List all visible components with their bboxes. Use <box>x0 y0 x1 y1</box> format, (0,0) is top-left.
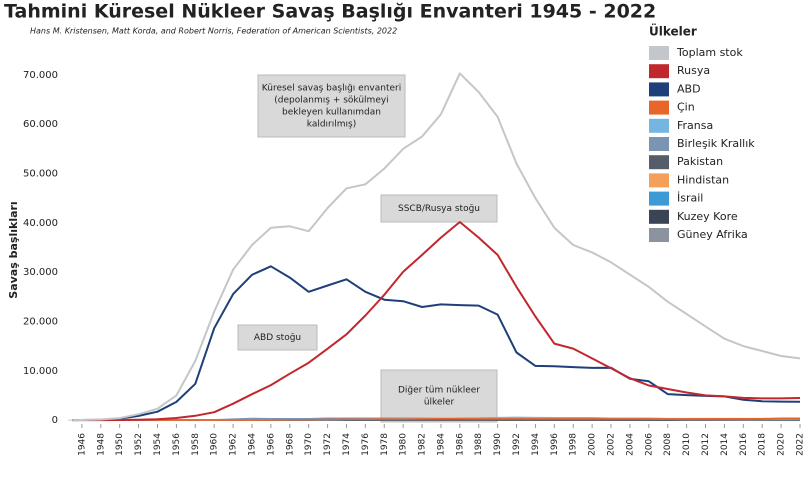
legend-label: İsrail <box>677 192 703 205</box>
x-tick-label: 1988 <box>474 433 484 456</box>
y-tick-label: 10.000 <box>23 366 58 377</box>
y-tick-label: 50.000 <box>23 168 58 179</box>
x-tick-label: 2002 <box>607 433 617 456</box>
y-tick-label: 20.000 <box>23 316 58 327</box>
series-line <box>72 265 801 422</box>
y-tick-label: 70.000 <box>23 70 58 81</box>
x-tick-label: 2016 <box>739 433 749 456</box>
x-tick-label: 1962 <box>229 433 239 456</box>
x-tick-label: 1978 <box>380 433 390 456</box>
annotation: SSCB/Rusya stoğu <box>398 204 480 214</box>
x-tick-label: 2008 <box>663 433 673 456</box>
legend-label: Güney Afrika <box>677 228 748 241</box>
x-tick-label: 2012 <box>701 433 711 456</box>
legend-label: Çin <box>677 101 695 114</box>
x-tick-label: 2018 <box>758 433 768 456</box>
y-tick-label: 60.000 <box>23 119 58 130</box>
legend-label: Fransa <box>677 119 713 132</box>
x-tick-label: 1982 <box>418 433 428 456</box>
x-tick-label: 1958 <box>191 433 201 456</box>
legend-label: Kuzey Kore <box>677 210 738 223</box>
x-tick-label: 1950 <box>115 433 125 456</box>
annotation: bekleyen kullanımdan <box>282 108 381 118</box>
x-tick-label: 1948 <box>96 433 106 456</box>
legend-label: Toplam stok <box>676 46 743 59</box>
legend-label: Pakistan <box>677 155 723 168</box>
legend-label: Hindistan <box>677 173 729 186</box>
x-tick-label: 1994 <box>531 433 541 456</box>
x-tick-label: 1996 <box>550 433 560 456</box>
legend-label: Rusya <box>677 64 710 77</box>
legend-swatch <box>649 209 669 224</box>
x-tick-label: 1990 <box>493 433 503 456</box>
annotation: Küresel savaş başlığı envanteri <box>262 84 401 94</box>
x-tick-label: 1954 <box>153 433 163 456</box>
annotation-box <box>237 324 318 351</box>
legend-label: Birleşik Krallık <box>677 137 755 150</box>
legend-title: Ülkeler <box>649 24 697 39</box>
x-tick-label: 2022 <box>796 433 804 456</box>
x-tick-label: 1952 <box>134 433 144 456</box>
x-tick-label: 2000 <box>588 433 598 456</box>
legend-swatch <box>649 228 669 242</box>
chart-subtitle: Hans M. Kristensen, Matt Korda, and Robe… <box>30 27 397 36</box>
x-tick-label: 2014 <box>720 433 730 456</box>
y-axis-label: Savaş başlıkları <box>7 201 20 298</box>
x-tick-label: 1986 <box>455 433 465 456</box>
annotation: ülkeler <box>424 398 455 408</box>
annotation: kaldırılmış) <box>307 120 356 130</box>
legend-swatch <box>649 64 669 79</box>
x-tick-label: 1970 <box>304 433 314 456</box>
x-tick-label: 1980 <box>399 433 409 456</box>
legend-label: ABD <box>677 82 701 95</box>
annotation-box <box>257 74 406 138</box>
legend-swatch <box>649 173 669 188</box>
x-tick-label: 1960 <box>210 433 220 456</box>
y-tick-label: 40.000 <box>23 218 58 229</box>
legend-swatch <box>649 137 669 151</box>
x-tick-label: 1976 <box>361 433 371 456</box>
x-tick-label: 2020 <box>777 433 787 456</box>
legend-swatch <box>649 82 669 97</box>
x-tick-label: 1956 <box>172 433 182 456</box>
x-tick-label: 1968 <box>285 433 295 456</box>
x-tick-label: 2004 <box>625 433 635 456</box>
x-tick-label: 1964 <box>247 433 257 456</box>
x-tick-label: 2010 <box>682 433 692 456</box>
annotation: Diğer tüm nükleer <box>398 386 480 396</box>
x-tick-label: 1972 <box>323 433 333 456</box>
x-tick-label: 1992 <box>512 433 522 456</box>
x-tick-label: 1946 <box>77 433 87 456</box>
legend-swatch <box>649 118 669 133</box>
x-tick-label: 1974 <box>342 433 352 456</box>
x-tick-label: 1998 <box>569 433 579 456</box>
chart-title: Tahmini Küresel Nükleer Savaş Başlığı En… <box>4 1 656 23</box>
annotation: (depolanmış + sökülmeyi <box>274 96 388 106</box>
legend-swatch <box>649 46 669 60</box>
series-line <box>72 221 801 422</box>
legend-swatch <box>649 155 669 170</box>
annotation-box <box>380 369 498 423</box>
x-tick-label: 1984 <box>436 433 446 456</box>
legend-swatch <box>649 191 669 206</box>
x-tick-label: 2006 <box>644 433 654 456</box>
series-line <box>72 72 801 422</box>
series-line <box>72 417 800 421</box>
x-tick-label: 1966 <box>266 433 276 456</box>
annotation-box <box>380 194 498 223</box>
y-tick-label: 0 <box>52 415 58 426</box>
legend-swatch <box>649 100 669 115</box>
y-tick-label: 30.000 <box>23 267 58 278</box>
annotation: ABD stoğu <box>254 333 301 343</box>
